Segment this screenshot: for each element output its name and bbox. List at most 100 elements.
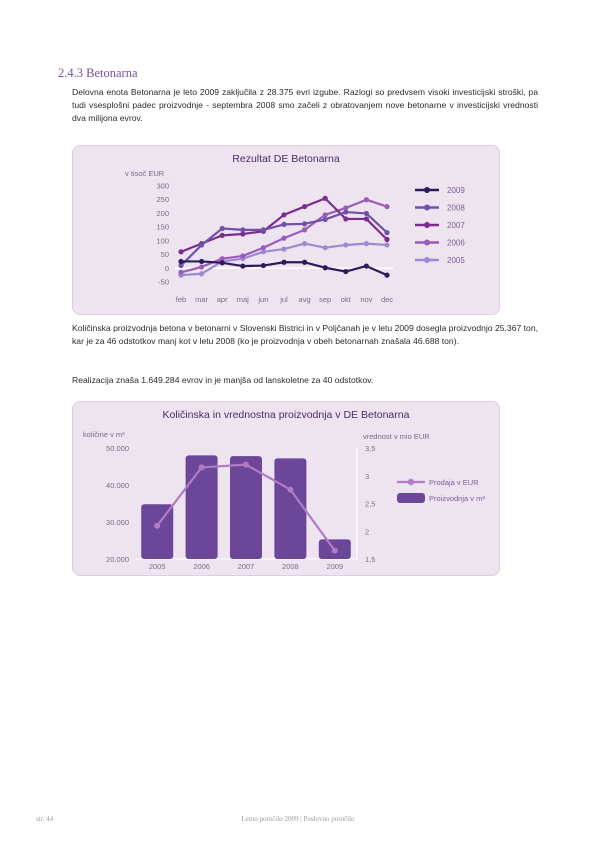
chart2-right-tick-label: 2,5: [365, 500, 375, 509]
chart1-x-tick-label: nov: [360, 295, 372, 304]
chart1-legend-label-2008: 2008: [447, 204, 465, 213]
chart2-right-axis-label: vrednost v mio EUR: [363, 432, 430, 441]
chart1-point-2009: [260, 262, 266, 269]
footer-page-number: str. 44: [36, 815, 54, 823]
chart1-x-tick-label: apr: [217, 295, 228, 304]
chart2-right-tick-label: 3,5: [365, 444, 375, 453]
chart1-y-tick-label: 100: [156, 236, 169, 245]
paragraph-realization: Realizacija znaša 1.649.284 evrov in je …: [72, 375, 374, 385]
chart1-x-tick-label: mar: [195, 295, 208, 304]
chart2-legend-label-production: Proizvodnja v m³: [429, 494, 485, 503]
chart2-sales-point: [243, 461, 249, 468]
chart1-point-2008: [240, 227, 246, 233]
footer-report-title: Letno poročilo 2009 | Poslovno poročilo: [241, 815, 355, 823]
chart1-x-tick-label: sep: [319, 295, 331, 304]
chart1-point-2006: [260, 245, 266, 251]
chart1-point-2009: [240, 263, 246, 269]
chart1-point-2006: [322, 212, 328, 218]
chart1-point-2006: [219, 256, 225, 262]
chart1-legend-marker-2009: [424, 187, 430, 193]
chart1-point-2008: [178, 262, 184, 269]
chart2-sales-point: [154, 522, 161, 529]
chart1-x-tick-label: jun: [257, 295, 268, 304]
chart1-point-2009: [363, 263, 369, 269]
chart1-y-tick-label: 200: [156, 209, 169, 218]
chart1-legend-label-2006: 2006: [447, 239, 465, 248]
chart2-bar-2006: [185, 455, 218, 559]
chart1-title: Rezultat DE Betonarna: [232, 153, 340, 165]
chart1-x-tick-label: dec: [381, 295, 393, 304]
chart1-point-2006: [384, 203, 390, 210]
chart1-point-2009: [322, 265, 328, 271]
section-heading: 2.4.3 Betonarna: [58, 66, 138, 80]
chart1-x-tick-label: avg: [299, 295, 311, 304]
chart1-point-2009: [384, 272, 390, 278]
chart1-legend-marker-2005: [424, 257, 430, 263]
chart-result-panel: Rezultat DE Betonarna v tisoč EUR -50 0 50 1…: [72, 145, 500, 315]
chart1-x-tick-label: jul: [279, 295, 288, 304]
chart1-point-2005: [281, 246, 287, 252]
chart2-left-tick-label: 50.000: [106, 444, 129, 453]
chart1-legend-label-2009: 2009: [447, 186, 465, 195]
chart1-point-2006: [199, 264, 205, 270]
chart1-point-2009: [302, 259, 308, 265]
chart1-point-2005: [260, 249, 266, 255]
chart1-point-2009: [219, 260, 225, 266]
chart2-bar-2005: [141, 504, 174, 559]
chart2-x-tick-label: 2005: [149, 562, 166, 571]
chart2-x-tick-label: 2009: [326, 562, 343, 571]
chart2-svg: količine v m³ vrednost v mio EUR 20.000 30.…: [83, 430, 485, 571]
chart1-point-2009: [343, 268, 349, 275]
chart1-point-2007: [363, 216, 369, 222]
chart-production-panel: Količinska in vrednostna proizvodnja v D…: [72, 401, 500, 576]
chart1-point-2005: [343, 242, 349, 248]
chart1-point-2009: [281, 259, 287, 265]
chart1-y-tick-label: 250: [156, 195, 169, 204]
chart1-point-2008: [363, 210, 369, 217]
paragraph-production: Količinska proizvodnja betona v betonarn…: [72, 323, 538, 347]
chart1-point-2006: [178, 269, 184, 275]
chart1-y-tick-label: -50: [158, 278, 169, 287]
chart1-y-tick-label: 0: [165, 264, 169, 273]
chart1-point-2007: [240, 231, 246, 237]
chart1-point-2005: [322, 245, 328, 251]
chart2-right-tick-label: 2: [365, 527, 369, 536]
chart1-point-2006: [240, 253, 246, 259]
chart1-point-2006: [363, 197, 369, 203]
chart1-point-2007: [343, 216, 349, 222]
chart1-point-2005: [384, 242, 390, 248]
chart1-point-2009: [178, 258, 184, 265]
chart1-point-2007: [178, 249, 184, 255]
chart1-point-2008: [384, 230, 390, 236]
chart1-point-2008: [199, 242, 205, 248]
chart1-point-2007: [322, 195, 328, 201]
chart1-y-tick-label: 50: [161, 250, 169, 259]
chart1-point-2008: [281, 221, 287, 227]
chart2-legend-label-sales: Prodaja v EUR: [429, 478, 479, 487]
chart1-legend-marker-2007: [424, 222, 430, 228]
chart1-point-2007: [302, 203, 308, 210]
chart1-point-2006: [343, 205, 349, 211]
chart2-sales-point: [287, 486, 294, 493]
chart2-title: Količinska in vrednostna proizvodnja v D…: [162, 409, 410, 421]
chart1-point-2006: [281, 235, 287, 241]
chart1-point-2007: [219, 232, 225, 238]
chart2-x-tick-label: 2008: [282, 562, 299, 571]
chart1-y-axis-label: v tisoč EUR: [125, 169, 165, 178]
chart2-sales-point: [198, 464, 205, 471]
chart1-point-2008: [343, 209, 349, 215]
chart1-legend-label-2005: 2005: [447, 256, 465, 265]
chart1-point-2008: [302, 221, 308, 227]
chart1-legend-marker-2008: [424, 204, 430, 211]
chart2-sales-point: [331, 547, 338, 554]
chart1-point-2005: [302, 241, 308, 247]
chart2-x-tick-label: 2006: [193, 562, 210, 571]
chart2-left-tick-label: 30.000: [106, 518, 129, 527]
chart1-legend-marker-2006: [424, 239, 430, 246]
chart1-y-tick-label: 150: [156, 223, 169, 232]
chart1-x-tick-label: feb: [176, 295, 186, 304]
chart2-legend-marker-sales: [407, 478, 415, 486]
chart2-right-tick-label: 3: [365, 472, 369, 481]
chart1-point-2006: [302, 227, 308, 233]
chart2-legend-swatch-production: [397, 493, 425, 503]
